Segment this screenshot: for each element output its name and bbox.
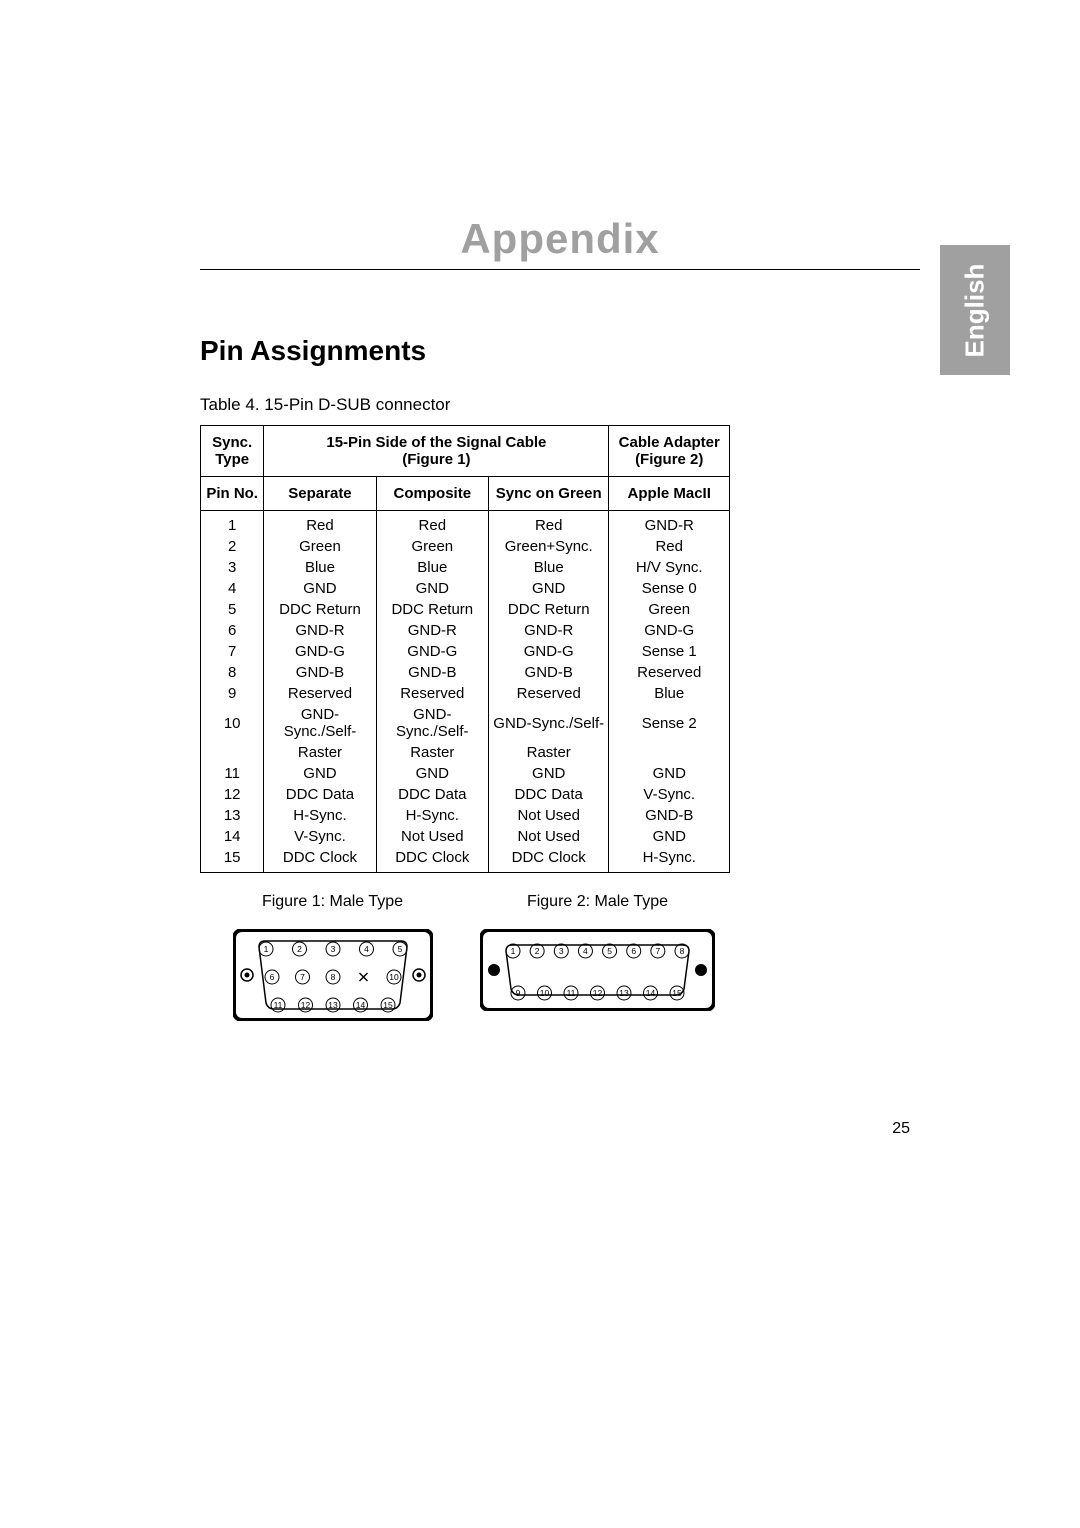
table-row: 8GND-BGND-BGND-BReserved (201, 662, 730, 683)
pin-table: Sync.Type 15-Pin Side of the Signal Cabl… (200, 425, 730, 873)
table-row: 5DDC ReturnDDC ReturnDDC ReturnGreen (201, 599, 730, 620)
table-row: 7GND-GGND-GGND-GSense 1 (201, 641, 730, 662)
svg-text:7: 7 (655, 946, 660, 956)
svg-text:2: 2 (297, 944, 302, 954)
th-cable-adapter: Cable Adapter(Figure 2) (609, 426, 730, 477)
figure-1: Figure 1: Male Type 12345678101112131415 (200, 893, 465, 1021)
svg-text:8: 8 (680, 946, 685, 956)
th-pin-no: Pin No. (201, 477, 264, 511)
svg-text:14: 14 (355, 1000, 365, 1010)
table-row: 10GND-Sync./Self-GND-Sync./Self-GND-Sync… (201, 704, 730, 742)
svg-text:4: 4 (364, 944, 369, 954)
table-row: 11GNDGNDGNDGND (201, 763, 730, 784)
connector-2-svg: 123456789101112131415 (480, 929, 715, 1011)
table-row: 3BlueBlueBlueH/V Sync. (201, 557, 730, 578)
svg-text:13: 13 (328, 1000, 338, 1010)
language-tab-label: English (960, 263, 991, 357)
svg-text:10: 10 (389, 972, 399, 982)
svg-text:7: 7 (300, 972, 305, 982)
table-row: 6GND-RGND-RGND-RGND-G (201, 620, 730, 641)
svg-text:12: 12 (593, 988, 603, 998)
th-sync-green: Sync on Green (488, 477, 609, 511)
table-caption: Table 4. 15-Pin D-SUB connector (200, 395, 920, 415)
figure-2: Figure 2: Male Type 12345678910111213141… (465, 893, 730, 1021)
svg-text:5: 5 (607, 946, 612, 956)
title-underline (200, 269, 920, 270)
table-row: 12DDC DataDDC DataDDC DataV-Sync. (201, 784, 730, 805)
table-row: 4GNDGNDGNDSense 0 (201, 578, 730, 599)
svg-text:11: 11 (273, 1000, 282, 1010)
table-row: 9ReservedReservedReservedBlue (201, 683, 730, 704)
th-composite: Composite (376, 477, 488, 511)
svg-text:3: 3 (559, 946, 564, 956)
table-row: 1RedRedRedGND-R (201, 511, 730, 537)
svg-text:3: 3 (330, 944, 335, 954)
svg-text:15: 15 (383, 1000, 393, 1010)
section-title: Pin Assignments (200, 335, 920, 367)
table-row: 13H-Sync.H-Sync.Not UsedGND-B (201, 805, 730, 826)
figure-1-caption: Figure 1: Male Type (262, 893, 403, 911)
svg-text:6: 6 (269, 972, 274, 982)
language-tab: English (940, 245, 1010, 375)
table-row: RasterRasterRaster (201, 742, 730, 763)
th-apple: Apple MacII (609, 477, 730, 511)
svg-text:6: 6 (631, 946, 636, 956)
svg-text:8: 8 (330, 972, 335, 982)
svg-text:9: 9 (516, 988, 521, 998)
table-row: 2GreenGreenGreen+Sync.Red (201, 536, 730, 557)
svg-text:4: 4 (583, 946, 588, 956)
connector-1-svg: 12345678101112131415 (233, 929, 433, 1021)
svg-text:13: 13 (619, 988, 629, 998)
page-number: 25 (892, 1120, 910, 1138)
table-row: 14V-Sync.Not UsedNot UsedGND (201, 826, 730, 847)
th-signal-cable: 15-Pin Side of the Signal Cable(Figure 1… (264, 426, 609, 477)
figure-2-caption: Figure 2: Male Type (527, 893, 668, 911)
th-separate: Separate (264, 477, 376, 511)
table-row: 15DDC ClockDDC ClockDDC ClockH-Sync. (201, 847, 730, 873)
th-sync-type: Sync.Type (201, 426, 264, 477)
svg-text:1: 1 (263, 944, 268, 954)
appendix-title: Appendix (200, 215, 920, 263)
figures-row: Figure 1: Male Type 12345678101112131415… (200, 893, 730, 1021)
svg-text:10: 10 (540, 988, 550, 998)
svg-text:2: 2 (535, 946, 540, 956)
svg-text:5: 5 (397, 944, 402, 954)
svg-text:14: 14 (646, 988, 656, 998)
svg-text:11: 11 (567, 988, 576, 998)
svg-text:15: 15 (672, 988, 682, 998)
svg-text:1: 1 (511, 946, 516, 956)
svg-text:12: 12 (300, 1000, 310, 1010)
